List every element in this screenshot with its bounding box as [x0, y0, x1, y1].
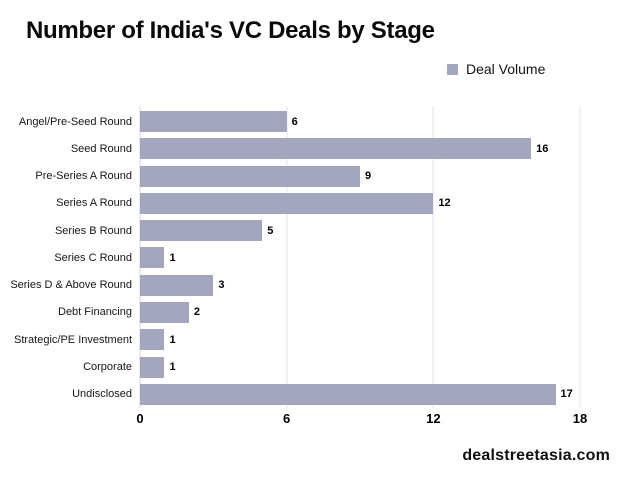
bar-track: 12: [140, 192, 580, 214]
category-label: Series B Round: [54, 224, 132, 237]
bar-track: 1: [140, 329, 580, 351]
x-tick-label: 18: [572, 411, 588, 426]
bar: [140, 329, 165, 351]
category-label: Seed Round: [70, 142, 132, 155]
value-label: 12: [438, 197, 451, 210]
x-tick-label: 6: [283, 411, 291, 426]
gridline: [579, 106, 581, 408]
bar-track: 16: [140, 138, 580, 160]
value-label: 9: [365, 170, 372, 183]
bar-track: 6: [140, 111, 580, 133]
bar: [140, 111, 287, 133]
bar: [140, 274, 214, 296]
value-label: 2: [193, 306, 200, 319]
chart-row: Corporate 1: [0, 353, 580, 380]
chart-row: Pre-Series A Round 9: [0, 163, 580, 190]
gridline: [432, 106, 434, 408]
bar-track: 2: [140, 301, 580, 323]
category-label: Corporate: [83, 361, 132, 374]
bar-rows: Angel/Pre-Seed Round 6 Seed Round 16 Pre-Ser…: [0, 108, 580, 408]
chart-row: Debt Financing 2: [0, 299, 580, 326]
category-label: Strategic/PE Investment: [14, 333, 132, 346]
value-label: 3: [218, 279, 225, 292]
bar-track: 1: [140, 247, 580, 269]
brand-watermark: dealstreetasia.com: [462, 447, 610, 464]
bar: [140, 247, 165, 269]
chart-row: Undisclosed 17: [0, 381, 580, 408]
bar: [140, 192, 434, 214]
value-label: 1: [169, 333, 176, 346]
chart-row: Seed Round 16: [0, 135, 580, 162]
value-label: 1: [169, 361, 176, 374]
bar: [140, 220, 263, 242]
x-axis: 0 6 12 18: [136, 411, 587, 427]
category-label: Series C Round: [54, 251, 132, 264]
page-title: Number of India's VC Deals by Stage: [26, 17, 435, 44]
value-label: 16: [536, 142, 549, 155]
deal-volume-swatch: [447, 63, 458, 75]
bar-track: 3: [140, 274, 580, 296]
chart-row: Series D & Above Round 3: [0, 272, 580, 299]
bar: [140, 138, 532, 160]
legend-label: Deal Volume: [466, 61, 546, 77]
bar: [140, 301, 189, 323]
category-label: Series A Round: [56, 197, 132, 210]
category-label: Debt Financing: [58, 306, 132, 319]
bar: [140, 356, 165, 378]
chart-row: Series B Round 5: [0, 217, 580, 244]
value-label: 17: [560, 388, 573, 401]
category-label: Series D & Above Round: [10, 279, 132, 292]
gridline: [286, 106, 288, 408]
bar-track: 1: [140, 356, 580, 378]
bar-track: 5: [140, 220, 580, 242]
category-label: Pre-Series A Round: [35, 170, 132, 183]
chart-row: Series A Round 12: [0, 190, 580, 217]
bar-track: 9: [140, 165, 580, 187]
bar-track: 17: [140, 383, 580, 405]
chart-row: Strategic/PE Investment 1: [0, 326, 580, 353]
x-tick-label: 12: [426, 411, 441, 426]
chart-row: Angel/Pre-Seed Round 6: [0, 108, 580, 135]
bar: [140, 383, 556, 405]
value-label: 1: [169, 251, 176, 264]
legend: Deal Volume: [447, 61, 545, 77]
x-tick-label: 0: [136, 411, 144, 426]
value-label: 6: [291, 115, 298, 128]
chart-row: Series C Round 1: [0, 244, 580, 271]
category-label: Undisclosed: [72, 388, 132, 401]
category-label: Angel/Pre-Seed Round: [18, 115, 132, 128]
bar: [140, 165, 360, 187]
value-label: 5: [267, 224, 274, 237]
